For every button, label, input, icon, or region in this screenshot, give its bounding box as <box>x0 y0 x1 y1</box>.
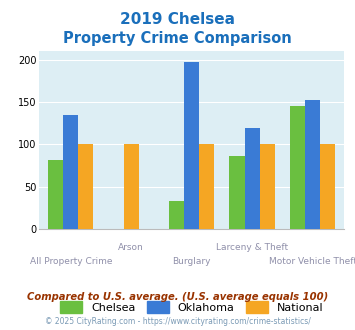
Bar <box>260 144 275 229</box>
Bar <box>199 144 214 229</box>
Bar <box>184 62 199 229</box>
Bar <box>124 144 139 229</box>
Text: Arson: Arson <box>118 243 144 252</box>
Bar <box>320 144 335 229</box>
Bar <box>169 201 184 229</box>
Text: © 2025 CityRating.com - https://www.cityrating.com/crime-statistics/: © 2025 CityRating.com - https://www.city… <box>45 317 310 326</box>
Bar <box>78 144 93 229</box>
Text: 2019 Chelsea: 2019 Chelsea <box>120 12 235 26</box>
Bar <box>48 160 63 229</box>
Bar <box>245 128 260 229</box>
Legend: Chelsea, Oklahoma, National: Chelsea, Oklahoma, National <box>60 301 323 313</box>
Text: Burglary: Burglary <box>173 257 211 266</box>
Bar <box>229 156 245 229</box>
Text: Compared to U.S. average. (U.S. average equals 100): Compared to U.S. average. (U.S. average … <box>27 292 328 302</box>
Text: Property Crime Comparison: Property Crime Comparison <box>63 31 292 46</box>
Bar <box>305 100 320 229</box>
Bar <box>290 106 305 229</box>
Bar <box>63 115 78 229</box>
Text: All Property Crime: All Property Crime <box>29 257 112 266</box>
Text: Larceny & Theft: Larceny & Theft <box>216 243 288 252</box>
Text: Motor Vehicle Theft: Motor Vehicle Theft <box>269 257 355 266</box>
